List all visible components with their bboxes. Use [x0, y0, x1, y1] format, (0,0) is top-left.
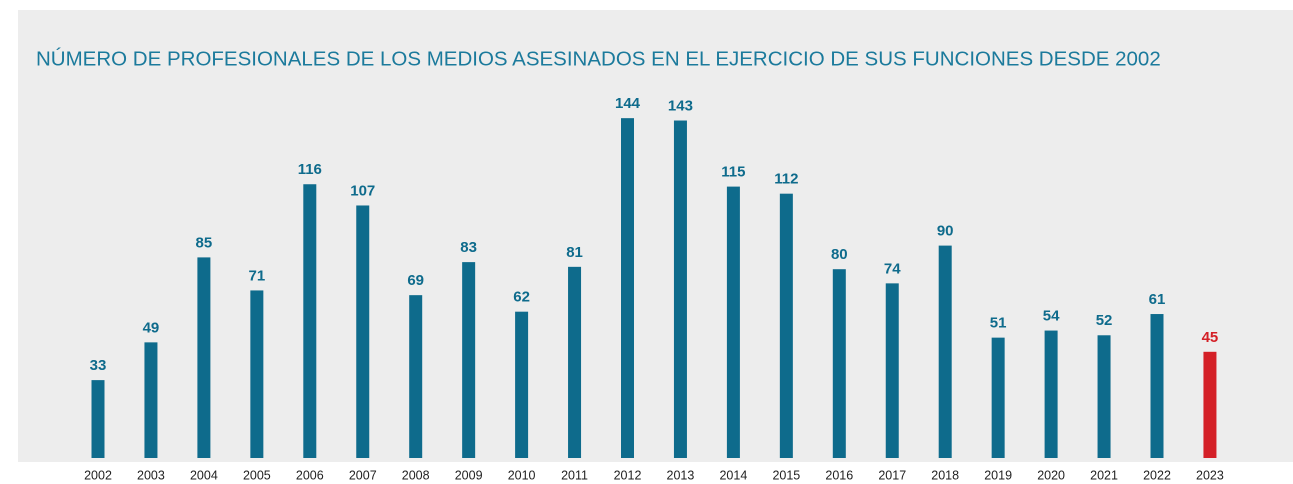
bar [197, 257, 211, 458]
bar [938, 245, 952, 458]
value-label: 69 [407, 272, 424, 289]
x-tick-label: 2002 [84, 468, 112, 482]
bar [1203, 351, 1217, 458]
bar [144, 342, 158, 458]
x-tick-label: 2010 [508, 468, 536, 482]
value-label: 112 [774, 171, 798, 188]
value-label: 33 [90, 357, 107, 374]
x-tick-label: 2022 [1143, 468, 1171, 482]
x-tick-label: 2019 [984, 468, 1012, 482]
value-label: 49 [143, 319, 160, 336]
panel [18, 10, 1293, 462]
bar [779, 193, 793, 458]
x-tick-label: 2014 [719, 468, 747, 482]
value-label: 90 [937, 223, 954, 240]
x-tick-label: 2023 [1196, 468, 1224, 482]
value-label: 52 [1096, 312, 1113, 329]
value-label: 116 [298, 161, 322, 178]
x-tick-label: 2004 [190, 468, 218, 482]
bar [515, 311, 529, 458]
value-label: 80 [831, 246, 848, 263]
x-tick-label: 2006 [296, 468, 324, 482]
value-label: 144 [615, 95, 641, 112]
value-label: 85 [196, 234, 213, 251]
value-label: 143 [668, 97, 693, 114]
bar [885, 283, 899, 458]
x-tick-label: 2021 [1090, 468, 1118, 482]
bar [726, 186, 740, 458]
value-label: 61 [1149, 291, 1166, 308]
bar [462, 262, 476, 458]
bar [409, 295, 423, 458]
value-label: 62 [513, 289, 530, 306]
x-tick-label: 2012 [614, 468, 642, 482]
bar [1097, 335, 1111, 458]
x-tick-label: 2016 [825, 468, 853, 482]
x-tick-label: 2007 [349, 468, 377, 482]
value-label: 107 [350, 182, 375, 199]
bar [1044, 330, 1058, 458]
bar [91, 380, 105, 458]
bar [568, 266, 582, 458]
value-label: 74 [884, 260, 901, 277]
x-tick-label: 2017 [878, 468, 906, 482]
x-tick-label: 2013 [667, 468, 695, 482]
value-label: 54 [1043, 308, 1060, 325]
bar [673, 120, 687, 459]
x-tick-label: 2011 [561, 468, 588, 482]
x-tick-label: 2003 [137, 468, 165, 482]
value-label: 83 [460, 239, 477, 256]
chart-title: NÚMERO DE PROFESIONALES DE LOS MEDIOS AS… [36, 47, 1161, 70]
bar [303, 184, 317, 459]
value-label: 115 [721, 164, 745, 181]
bar [356, 205, 370, 458]
value-label: 71 [249, 267, 266, 284]
x-tick-label: 2018 [931, 468, 959, 482]
bar [250, 290, 264, 458]
bar [832, 269, 846, 458]
x-tick-label: 2008 [402, 468, 430, 482]
x-tick-label: 2009 [455, 468, 483, 482]
x-tick-label: 2005 [243, 468, 271, 482]
x-tick-label: 2015 [772, 468, 800, 482]
bar [1150, 314, 1164, 458]
bar [991, 337, 1005, 458]
bar [621, 118, 634, 458]
x-tick-label: 2020 [1037, 468, 1065, 482]
value-label: 81 [566, 244, 583, 261]
value-label: 45 [1202, 329, 1219, 346]
value-label: 51 [990, 315, 1007, 332]
